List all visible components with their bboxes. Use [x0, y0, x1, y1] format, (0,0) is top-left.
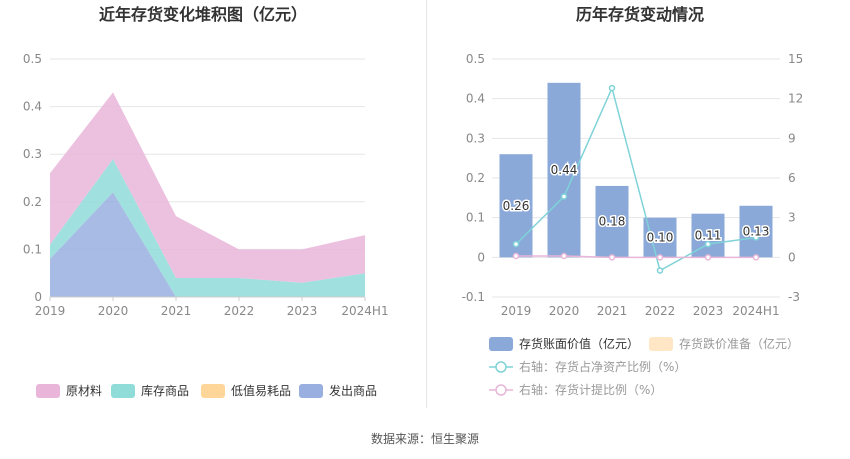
- legend-label-line-0: 右轴：存货占净资产比例（%）: [519, 359, 686, 374]
- legend-label-line-1: 右轴：存货计提比例（%）: [519, 382, 662, 397]
- left-legend-label: 原材料: [66, 384, 102, 398]
- right-y-tick-label: -0.1: [462, 290, 485, 304]
- right-y-tick-label: 0: [477, 250, 485, 264]
- left-x-tick-label: 2022: [224, 304, 255, 318]
- line-point: [752, 234, 760, 241]
- left-x-tick-label: 2020: [98, 304, 129, 318]
- left-legend-label: 库存商品: [141, 383, 189, 398]
- bar-inventory-value: [595, 185, 629, 258]
- line-point: [752, 254, 760, 261]
- bar-data-label: 0.13: [743, 225, 770, 239]
- left-legend-swatch: [36, 384, 60, 398]
- bar-data-label: 0.26: [503, 199, 530, 213]
- bar-data-label: 0.10: [647, 231, 674, 245]
- panel-divider: [426, 0, 427, 408]
- left-x-tick-label: 2019: [35, 304, 66, 318]
- line-point: [512, 240, 520, 248]
- legend-swatch-reserve: [649, 337, 673, 351]
- right-y-tick-label: 0.5: [466, 52, 485, 66]
- right-y-tick-label: 0.1: [466, 211, 485, 225]
- left-y-tick-label: 0: [34, 290, 42, 304]
- left-legend-swatch: [111, 384, 135, 398]
- right-y-tick-label: 0.4: [466, 92, 485, 106]
- left-x-tick-label: 2021: [161, 304, 192, 318]
- area-series-0: [50, 192, 365, 297]
- right-y2-tick-label: 3: [788, 211, 796, 225]
- legend-marker-1: [495, 384, 507, 396]
- right-y2-tick-label: 15: [788, 52, 803, 66]
- left-legend-label: 低值易耗品: [231, 383, 291, 398]
- area-series-3: [50, 92, 365, 283]
- right-x-tick-label: 2024H1: [732, 304, 779, 318]
- left-y-tick-label: 0.3: [23, 147, 42, 161]
- left-y-tick-label: 0.2: [23, 195, 42, 209]
- right-x-tick-label: 2020: [549, 304, 580, 318]
- right-y2-tick-label: 6: [788, 171, 796, 185]
- left-chart-title: 近年存货变化堆积图（亿元）: [99, 5, 307, 24]
- legend-swatch-bar: [489, 337, 513, 351]
- right-x-tick-label: 2021: [597, 304, 628, 318]
- line-point: [656, 254, 664, 261]
- line-point: [608, 84, 616, 92]
- legend-label-reserve: 存货跌价准备（亿元）: [679, 336, 799, 351]
- bar-inventory-value: [739, 205, 773, 258]
- line-point: [560, 193, 568, 200]
- right-chart-title: 历年存货变动情况: [576, 5, 704, 24]
- right-y2-tick-label: 9: [788, 131, 796, 145]
- bar-inventory-value: [499, 154, 533, 258]
- right-y2-tick-label: 0: [788, 250, 796, 264]
- line-point: [704, 254, 712, 261]
- right-y2-tick-label: 12: [788, 92, 803, 106]
- line-point: [512, 252, 520, 260]
- right-x-tick-label: 2023: [693, 304, 724, 318]
- data-source-footer: 数据来源：恒生聚源: [370, 432, 479, 446]
- line-point: [608, 254, 616, 261]
- left-legend-label: 发出商品: [329, 383, 377, 398]
- right-y-tick-label: 0.2: [466, 171, 485, 185]
- right-x-tick-label: 2022: [645, 304, 676, 318]
- bar-data-label: 0.44: [551, 163, 578, 177]
- right-x-tick-label: 2019: [501, 304, 532, 318]
- bar-data-label: 0.18: [599, 215, 626, 229]
- left-y-tick-label: 0.4: [23, 100, 42, 114]
- bar-data-label: 0.11: [695, 229, 722, 243]
- left-legend-swatch: [299, 384, 323, 398]
- left-x-tick-label: 2024H1: [341, 304, 388, 318]
- legend-marker-0: [495, 361, 507, 373]
- area-series-2: [50, 158, 365, 297]
- legend-label-bar: 存货账面价值（亿元）: [519, 336, 639, 351]
- line-series-0: [515, 85, 757, 272]
- bar-inventory-value: [643, 217, 677, 258]
- line-series-1: [516, 255, 756, 259]
- line-point: [560, 252, 568, 260]
- right-y-tick-label: 0.3: [466, 131, 485, 145]
- left-x-tick-label: 2023: [287, 304, 318, 318]
- left-legend-swatch: [201, 384, 225, 398]
- line-point: [704, 240, 712, 248]
- line-point: [656, 267, 664, 274]
- right-y2-tick-label: -3: [788, 290, 800, 304]
- left-y-tick-label: 0.5: [23, 52, 42, 66]
- left-y-tick-label: 0.1: [23, 242, 42, 256]
